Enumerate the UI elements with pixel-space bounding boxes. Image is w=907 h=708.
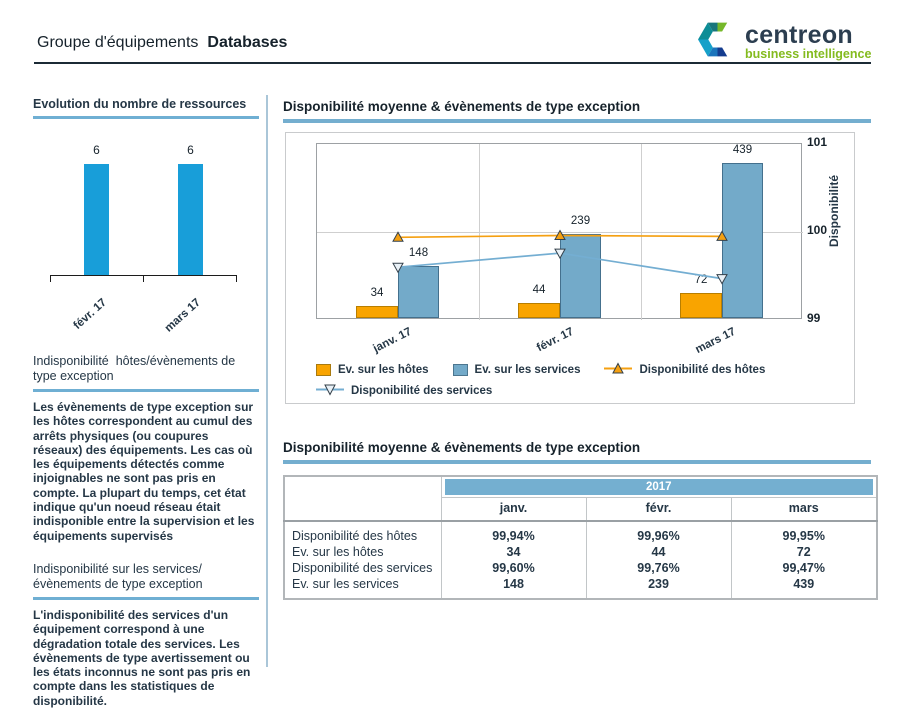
blue-bar-swatch-icon xyxy=(452,363,468,376)
cell-value: 239 xyxy=(585,576,732,599)
axis-tick-icon xyxy=(143,275,144,282)
x-axis-label: févr. 17 xyxy=(71,296,109,332)
title-underline xyxy=(283,460,871,464)
table-year-header: 2017 xyxy=(444,479,873,495)
cell-value: 72 xyxy=(730,544,878,560)
table-row-dispo-services: Disponibilité des services 99,60% 99,76%… xyxy=(283,560,878,576)
cell-value: 99,60% xyxy=(440,560,587,576)
legend-item-dispo-services: Disponibilité des services xyxy=(316,383,492,399)
column-separator xyxy=(266,95,268,667)
right-axis-tick: 100 xyxy=(807,223,828,237)
legend-label: Disponibilité des hôtes xyxy=(639,363,766,376)
availability-plot: 34 148 44 239 72 439 xyxy=(316,143,803,320)
section-body-hosts: Les évènements de type exception sur les… xyxy=(33,400,255,543)
cell-value: 99,94% xyxy=(440,521,587,544)
header-divider xyxy=(34,62,871,64)
availability-chart-title: Disponibilité moyenne & évènements de ty… xyxy=(283,99,641,114)
page-title: Groupe d'équipements Databases xyxy=(37,34,287,52)
cell-value: 44 xyxy=(585,544,732,560)
cell-value: 99,96% xyxy=(585,521,732,544)
legend-item-dispo-hotes: Disponibilité des hôtes xyxy=(604,361,766,378)
resources-chart-xlabels: févr. 17 mars 17 xyxy=(33,283,259,335)
bar-value-label: 44 xyxy=(532,284,546,296)
section-body-services: L'indisponibilité des services d'un équi… xyxy=(33,607,251,708)
triangle-down-line-swatch-icon xyxy=(316,383,344,399)
main-content: Disponibilité moyenne & évènements de ty… xyxy=(283,99,878,600)
centreon-logo: centreon business intelligence xyxy=(697,19,871,65)
triangle-up-line-swatch-icon xyxy=(604,361,633,378)
logo-brand: centreon xyxy=(745,20,853,49)
logo-tagline: business intelligence xyxy=(745,46,872,61)
bar-value-label: 239 xyxy=(570,215,591,227)
bar-value-label: 72 xyxy=(694,274,708,286)
resources-bar-value: 6 xyxy=(93,143,100,157)
resources-chart-title: Evolution du nombre de ressources xyxy=(33,97,247,111)
bar-value-label: 439 xyxy=(732,144,753,156)
availability-chart-box: 34 148 44 239 72 439 Disponibilité Ev. sur le… xyxy=(285,132,855,404)
x-axis-label: mars 17 xyxy=(162,296,203,335)
table-month-header-row: janv. févr. mars xyxy=(284,497,878,522)
centreon-logo-text: centreon business intelligence xyxy=(745,20,872,62)
cell-value: 99,76% xyxy=(585,560,732,576)
legend-item-ev-hotes: Ev. sur les hôtes xyxy=(316,363,429,376)
table-month-fevr: févr. xyxy=(585,497,732,522)
row-label: Disponibilité des services xyxy=(283,560,442,576)
bar-hosts-0 xyxy=(356,306,398,318)
cell-value: 439 xyxy=(730,576,878,599)
title-underline xyxy=(33,596,259,600)
resources-bar xyxy=(178,164,203,275)
right-axis-tick: 99 xyxy=(807,311,821,325)
title-underline xyxy=(283,119,871,123)
table-year-cell: 2017 xyxy=(440,476,878,498)
table-month-janv: janv. xyxy=(440,497,587,522)
row-label: Disponibilité des hôtes xyxy=(283,521,442,544)
section-title-services: Indisponibilité sur les services/ évènem… xyxy=(33,561,206,591)
table-corner-cell xyxy=(283,476,442,522)
legend-label: Ev. sur les services xyxy=(474,363,581,376)
table-month-mars: mars xyxy=(730,497,878,522)
orange-bar-swatch-icon xyxy=(316,363,331,376)
row-label: Ev. sur les hôtes xyxy=(283,544,442,560)
legend-item-ev-services: Ev. sur les services xyxy=(452,363,581,376)
legend-label: Disponibilité des services xyxy=(351,384,493,397)
page-title-prefix: Groupe d'équipements xyxy=(37,34,199,51)
bar-services-0 xyxy=(398,266,439,318)
right-axis-tick: 101 xyxy=(807,135,828,149)
chart-legend: Ev. sur les hôtes Ev. sur les services D… xyxy=(316,359,841,401)
resources-bar xyxy=(84,164,109,275)
cell-value: 34 xyxy=(440,544,587,560)
section-title-hosts: Indisponibilité hôtes/évènements de type… xyxy=(33,354,239,383)
bar-hosts-2 xyxy=(680,293,722,318)
bar-hosts-1 xyxy=(518,303,560,318)
table-row-ev-hotes: Ev. sur les hôtes 34 44 72 xyxy=(283,544,878,560)
table-year-row: 2017 xyxy=(283,476,878,522)
title-underline xyxy=(33,389,259,392)
cell-value: 99,95% xyxy=(730,521,878,544)
cell-value: 148 xyxy=(440,576,587,599)
availability-table: 2017 janv. févr. mars Disponibilité des … xyxy=(283,475,878,600)
row-label: Ev. sur les services xyxy=(283,576,442,599)
page-title-group-name: Databases xyxy=(207,34,288,51)
legend-row-2: Disponibilité des services xyxy=(316,380,841,401)
availability-table-title: Disponibilité moyenne & évènements de ty… xyxy=(283,440,641,455)
title-underline xyxy=(33,116,259,119)
cell-value: 99,47% xyxy=(730,560,878,576)
table-row-ev-services: Ev. sur les services 148 239 439 xyxy=(283,576,878,599)
sidebar-section-hosts: Indisponibilité hôtes/évènements de type… xyxy=(33,354,259,543)
sidebar-section-services: Indisponibilité sur les services/ évènem… xyxy=(33,562,259,708)
resources-bar-value: 6 xyxy=(187,143,194,157)
centreon-logo-icon xyxy=(697,19,738,65)
table-row-dispo-hotes: Disponibilité des hôtes 99,94% 99,96% 99… xyxy=(283,521,878,544)
axis-tick-icon xyxy=(236,275,237,282)
legend-label: Ev. sur les hôtes xyxy=(338,363,429,376)
bar-services-1 xyxy=(560,234,601,318)
bar-value-label: 34 xyxy=(370,287,384,299)
bar-value-label: 148 xyxy=(408,247,429,259)
axis-tick-icon xyxy=(50,275,51,282)
legend-row-1: Ev. sur les hôtes Ev. sur les services D… xyxy=(316,359,841,380)
